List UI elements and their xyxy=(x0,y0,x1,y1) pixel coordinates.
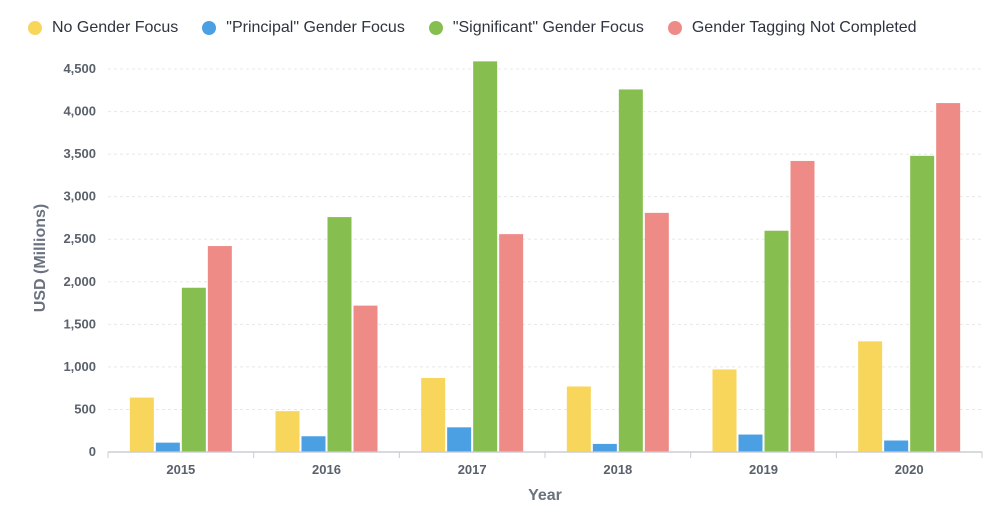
bar-2019-principal-gender-focus[interactable] xyxy=(738,434,763,452)
x-tick-label-2016: 2016 xyxy=(312,462,341,477)
x-tick-label-2015: 2015 xyxy=(166,462,195,477)
y-tick-label-1500: 1,500 xyxy=(63,316,96,331)
x-tick-label-2020: 2020 xyxy=(895,462,924,477)
bar-2019-significant-gender-focus[interactable] xyxy=(764,230,789,452)
bar-2017-significant-gender-focus[interactable] xyxy=(473,61,498,453)
bar-2016-significant-gender-focus[interactable] xyxy=(327,217,352,452)
bar-2015-gender-tagging-not-completed[interactable] xyxy=(207,246,232,452)
x-tick-label-2019: 2019 xyxy=(749,462,778,477)
chart-legend: No Gender Focus "Principal" Gender Focus… xyxy=(28,14,917,42)
grid-lines xyxy=(108,68,982,453)
bar-2016-no-gender-focus[interactable] xyxy=(275,411,300,452)
legend-label-principal-gender-focus: "Principal" Gender Focus xyxy=(226,19,405,36)
bar-2017-principal-gender-focus[interactable] xyxy=(447,427,472,452)
bar-2020-principal-gender-focus[interactable] xyxy=(884,440,909,452)
y-tick-label-3000: 3,000 xyxy=(63,189,96,204)
bar-2017-gender-tagging-not-completed[interactable] xyxy=(499,234,524,452)
bar-2019-gender-tagging-not-completed[interactable] xyxy=(790,160,815,453)
y-tick-label-3500: 3,500 xyxy=(63,146,96,161)
y-tick-label-1000: 1,000 xyxy=(63,359,96,374)
bar-2020-gender-tagging-not-completed[interactable] xyxy=(936,103,961,452)
bar-2018-no-gender-focus[interactable] xyxy=(566,386,591,452)
y-tick-label-4500: 4,500 xyxy=(63,61,96,76)
legend-marker-no-gender-focus xyxy=(28,21,42,35)
bar-2018-principal-gender-focus[interactable] xyxy=(592,443,617,452)
bar-2018-significant-gender-focus[interactable] xyxy=(618,89,643,452)
bar-2016-gender-tagging-not-completed[interactable] xyxy=(353,305,378,452)
bar-2015-significant-gender-focus[interactable] xyxy=(181,287,206,452)
x-tick-label-2018: 2018 xyxy=(603,462,632,477)
x-tick-label-2017: 2017 xyxy=(458,462,487,477)
bar-2020-significant-gender-focus[interactable] xyxy=(910,155,935,453)
bar-2016-principal-gender-focus[interactable] xyxy=(301,436,326,452)
bar-2020-no-gender-focus[interactable] xyxy=(858,341,883,452)
y-tick-label-4000: 4,000 xyxy=(63,104,96,119)
legend-marker-significant-gender-focus xyxy=(428,21,443,35)
legend-item-no-gender-focus[interactable]: No Gender Focus xyxy=(28,20,178,36)
legend-label-no-gender-focus: No Gender Focus xyxy=(52,19,179,36)
legend-marker-principal-gender-focus xyxy=(202,21,217,35)
legend-marker-gender-tagging-not-completed xyxy=(667,21,682,35)
bar-2019-no-gender-focus[interactable] xyxy=(712,369,737,452)
y-tick-label-2000: 2,000 xyxy=(63,274,96,289)
bars-layer xyxy=(129,61,961,453)
legend-item-gender-tagging-not-completed[interactable]: Gender Tagging Not Completed xyxy=(667,19,917,36)
x-axis-title: Year xyxy=(528,487,562,504)
bar-2018-gender-tagging-not-completed[interactable] xyxy=(644,212,669,452)
axes-layer xyxy=(107,451,983,458)
y-axis-title: USD (Millions) xyxy=(32,204,49,312)
legend-label-gender-tagging-not-completed: Gender Tagging Not Completed xyxy=(691,19,917,36)
legend-item-significant-gender-focus[interactable]: "Significant" Gender Focus xyxy=(428,19,644,36)
legend-item-principal-gender-focus[interactable]: "Principal" Gender Focus xyxy=(202,20,405,36)
bar-2015-principal-gender-focus[interactable] xyxy=(155,442,180,452)
legend-label-significant-gender-focus: "Significant" Gender Focus xyxy=(452,19,644,36)
labels-layer: 0 500 1,000 1,500 2,000 2,500 3,000 3,500 4,000 4… xyxy=(32,61,924,504)
bar-2017-no-gender-focus[interactable] xyxy=(421,377,446,452)
y-tick-label-2500: 2,500 xyxy=(63,231,96,246)
y-tick-label-500: 500 xyxy=(74,401,96,416)
y-tick-label-0: 0 xyxy=(89,444,96,459)
bar-2015-no-gender-focus[interactable] xyxy=(129,397,154,452)
